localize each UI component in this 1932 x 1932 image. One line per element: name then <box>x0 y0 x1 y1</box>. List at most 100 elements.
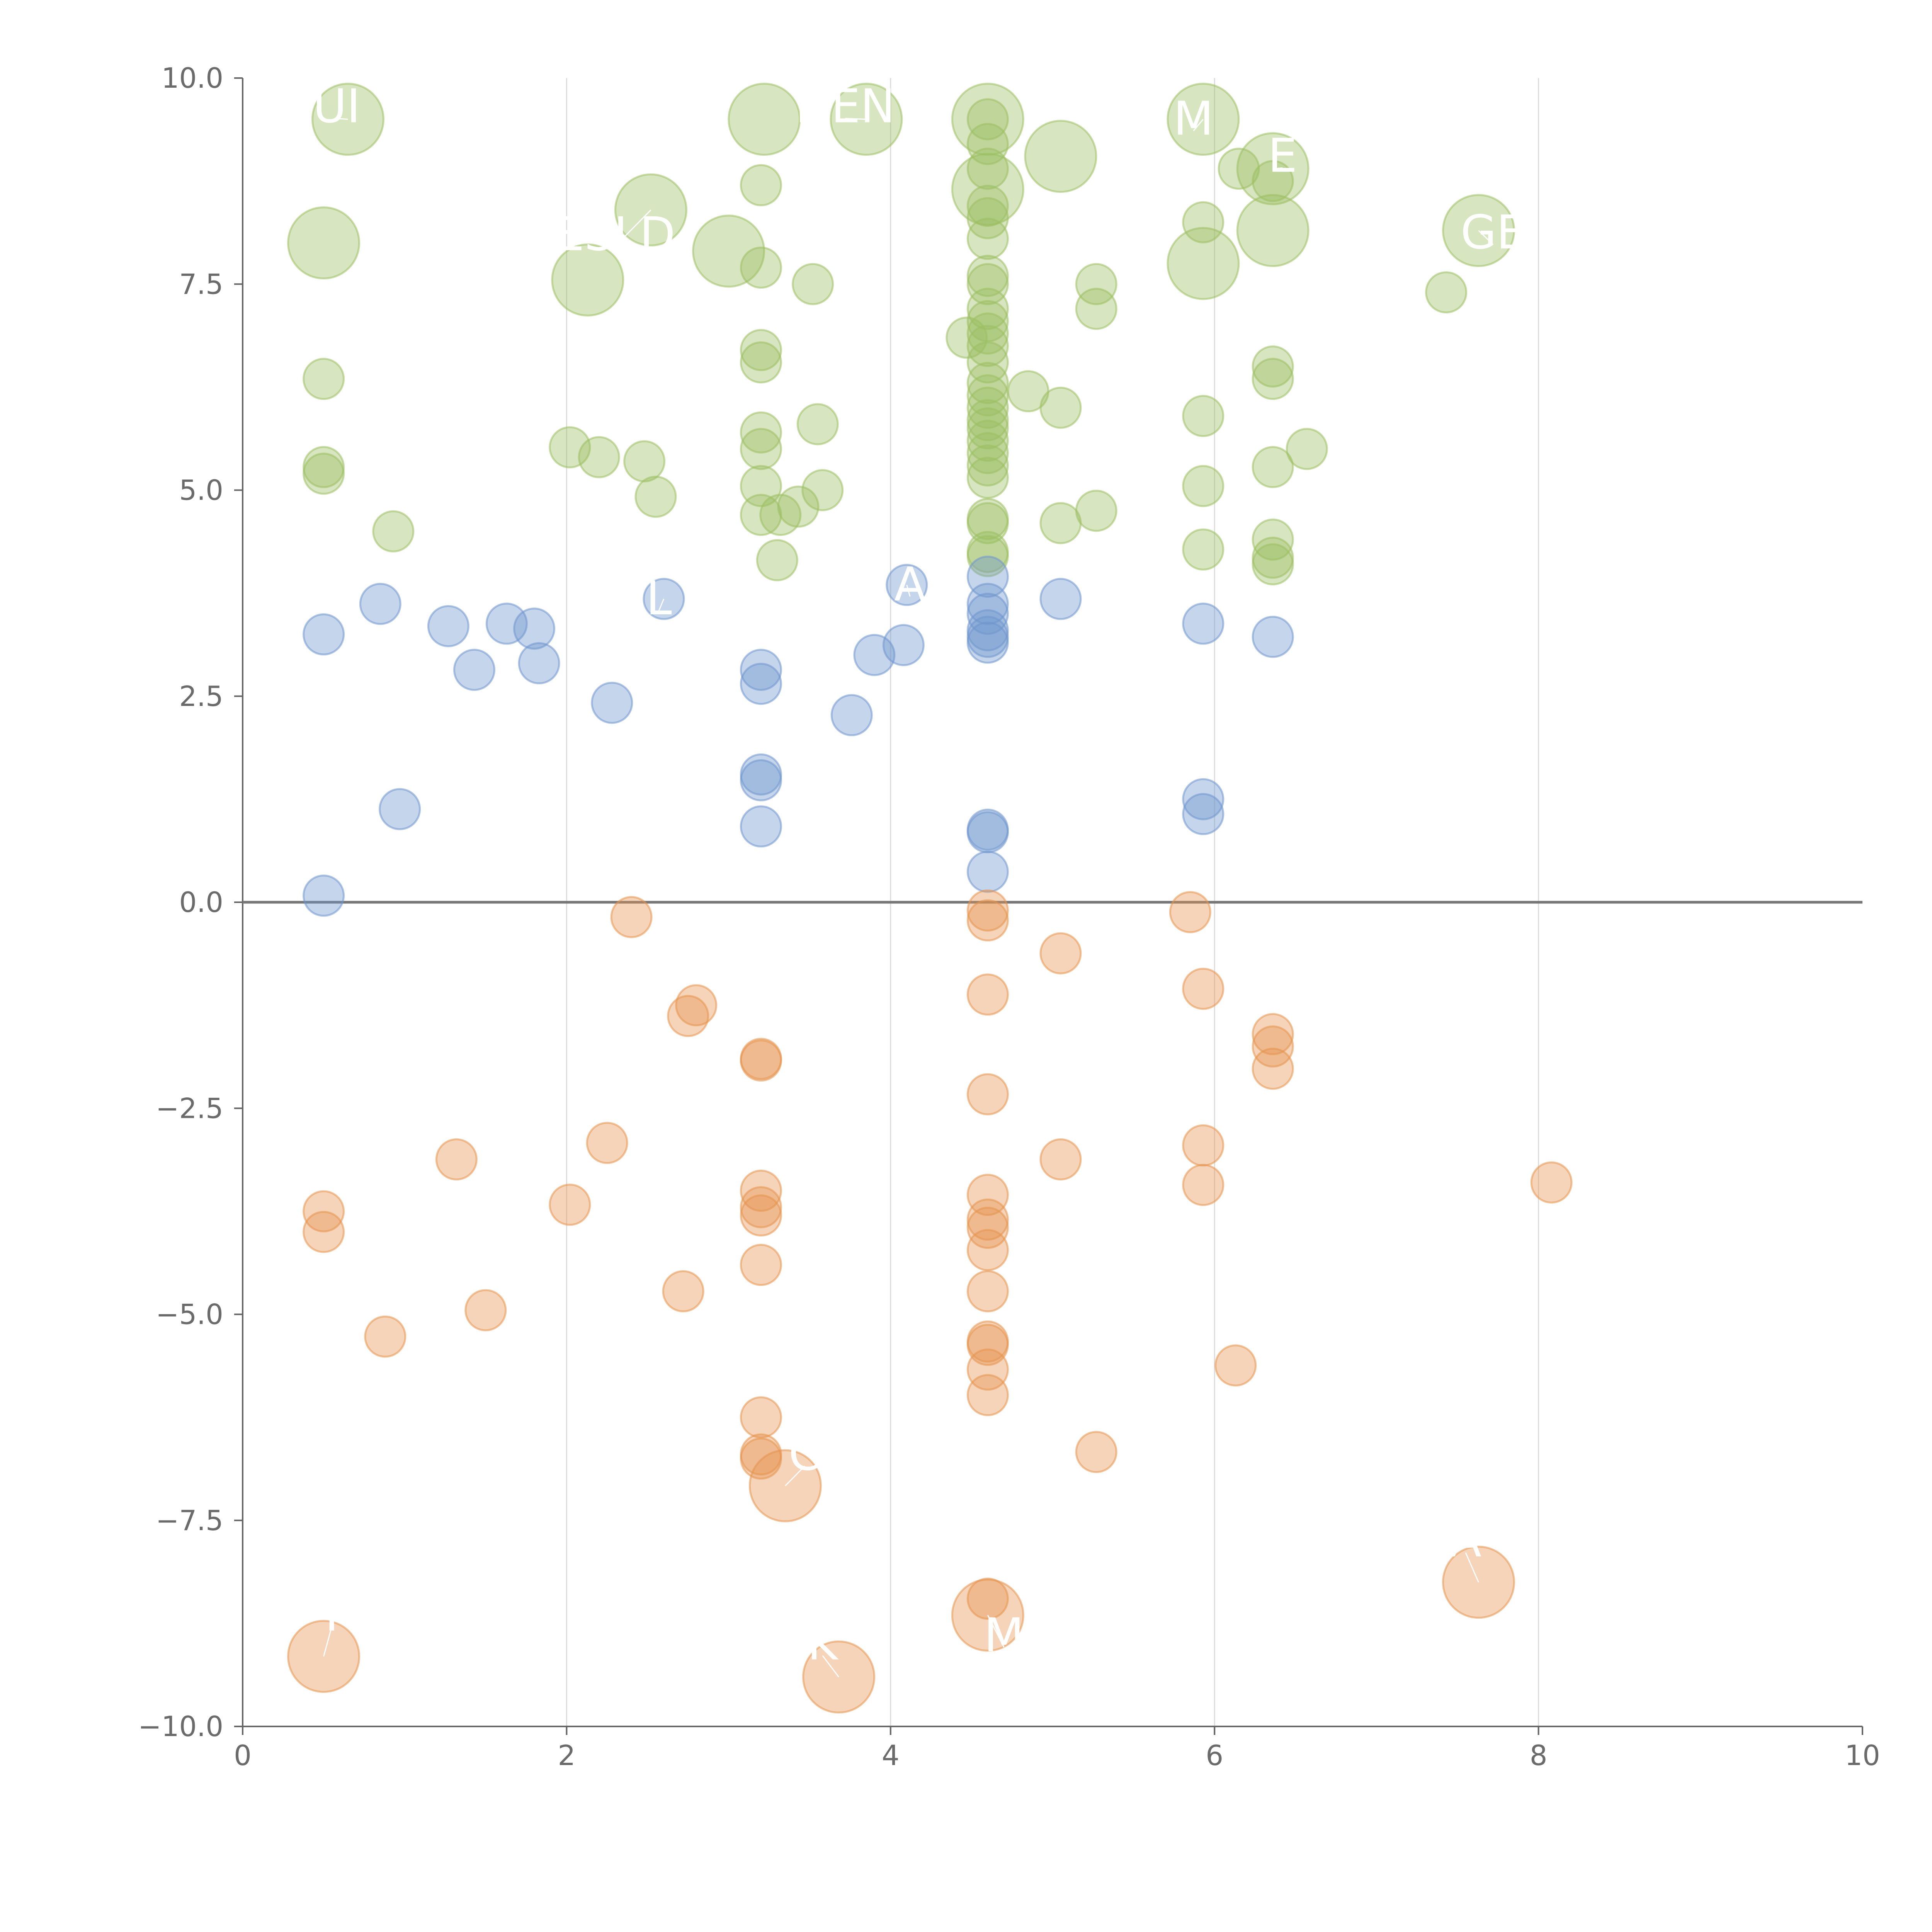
blue-data-point <box>830 694 873 736</box>
orange-data-point <box>435 1138 478 1180</box>
orange-data-point <box>1182 968 1225 1010</box>
point-label: A <box>894 558 926 612</box>
orange-data-point <box>966 1577 1009 1620</box>
green-data-point <box>801 469 844 511</box>
label-leader-line <box>615 209 651 247</box>
orange-data-point <box>1252 1048 1294 1090</box>
orange-data-point <box>662 1270 704 1313</box>
y-tick-label: −10.0 <box>138 1710 223 1743</box>
orange-data-point <box>966 899 1009 942</box>
orange-data-point <box>610 896 653 938</box>
point-label: I <box>325 1588 338 1642</box>
orange-data-point <box>966 1073 1009 1116</box>
y-tick-label: 7.5 <box>179 268 223 300</box>
green-data-point <box>1039 502 1082 544</box>
orange-data-point <box>740 1396 782 1439</box>
x-tick-label: 4 <box>882 1739 900 1772</box>
green-data-point <box>1286 428 1328 470</box>
y-tick-label: −5.0 <box>156 1298 223 1331</box>
green-data-point <box>792 263 834 305</box>
label-leader-line <box>1272 167 1283 170</box>
orange-data-point <box>966 889 1009 932</box>
point-label: DEN <box>795 80 895 134</box>
point-label: M <box>984 1609 1024 1662</box>
orange-data-point <box>966 1229 1009 1271</box>
blue-data-point <box>740 663 782 705</box>
y-tick-label: −7.5 <box>156 1504 223 1537</box>
green-data-point <box>740 428 782 470</box>
orange-data-point <box>667 995 709 1037</box>
green-data-point <box>966 148 1009 190</box>
blue-data-point <box>1182 793 1225 835</box>
orange-data-point <box>966 1173 1009 1216</box>
green-data-point <box>966 300 1009 342</box>
blue-data-point <box>1182 778 1225 820</box>
label-leader-line <box>987 1615 1005 1648</box>
green-data-point <box>1218 148 1260 190</box>
orange-data-point <box>740 1039 782 1082</box>
orange-data-point <box>364 1315 406 1358</box>
green-data-point <box>1236 194 1310 267</box>
green-data-point <box>287 206 361 280</box>
green-data-point <box>578 436 620 478</box>
blue-data-point <box>740 805 782 848</box>
green-data-point <box>966 432 1009 474</box>
blue-data-point <box>303 874 345 917</box>
x-tick-label: 2 <box>558 1739 575 1772</box>
green-data-point <box>756 539 798 582</box>
green-data-point <box>966 98 1009 141</box>
x-tick-label: 6 <box>1206 1739 1223 1772</box>
green-data-point <box>303 358 345 400</box>
green-data-point <box>740 164 782 206</box>
y-tick-label: 5.0 <box>179 474 223 507</box>
point-label: M <box>1173 92 1214 146</box>
label-leader-line <box>1193 119 1204 131</box>
orange-data-point <box>966 1323 1009 1366</box>
green-data-point <box>946 316 988 359</box>
point-label: ESLD <box>555 207 675 261</box>
green-data-point <box>1075 263 1117 305</box>
blue-data-point <box>1039 578 1082 620</box>
green-data-point <box>1252 446 1294 488</box>
green-data-point <box>1252 160 1294 202</box>
blue-data-point <box>1252 616 1294 658</box>
orange-data-point <box>740 1194 782 1237</box>
point-label: GE <box>1461 206 1526 260</box>
green-data-point <box>966 457 1009 499</box>
axes: 0 2 4 6 8 10 10.0 7.5 5.0 2.5 0.0 −2.5 −5.0 −7.5 −10.0 <box>138 62 1880 1772</box>
orange-data-point <box>966 1270 1009 1313</box>
y-tick-label: 10.0 <box>162 62 223 94</box>
green-data-point <box>796 403 839 446</box>
blue-data-point <box>359 583 401 625</box>
x-tick-label: 10 <box>1845 1739 1880 1772</box>
orange-data-point <box>966 1374 1009 1417</box>
label-leader-line <box>1478 230 1494 245</box>
orange-data-point <box>549 1184 591 1226</box>
blue-data-point <box>966 592 1009 635</box>
point-label: UI <box>313 80 361 134</box>
blue-data-point <box>453 648 495 691</box>
green-data-point <box>951 83 1024 156</box>
blue-data-point <box>513 607 556 650</box>
green-data-point <box>740 341 782 384</box>
blue-data-point <box>1182 602 1225 645</box>
green-data-point <box>740 329 782 371</box>
green-data-point <box>623 440 666 483</box>
green-data-point <box>966 502 1009 544</box>
green-data-point <box>966 325 1009 367</box>
orange-data-point <box>303 1211 345 1253</box>
orange-data-point <box>966 1207 1009 1249</box>
orange-data-point <box>740 1244 782 1286</box>
orange-data-point <box>1039 1138 1082 1180</box>
blue-data-point <box>966 621 1009 664</box>
green-data-point <box>966 185 1009 227</box>
orange-data-point <box>966 973 1009 1016</box>
green-data-point <box>1075 490 1117 532</box>
green-data-point <box>966 407 1009 450</box>
green-data-point <box>966 263 1009 305</box>
blue-data-point <box>427 605 469 647</box>
orange-data-point <box>1530 1161 1573 1204</box>
green-data-point <box>966 444 1009 487</box>
orange-data-point <box>1214 1344 1257 1387</box>
